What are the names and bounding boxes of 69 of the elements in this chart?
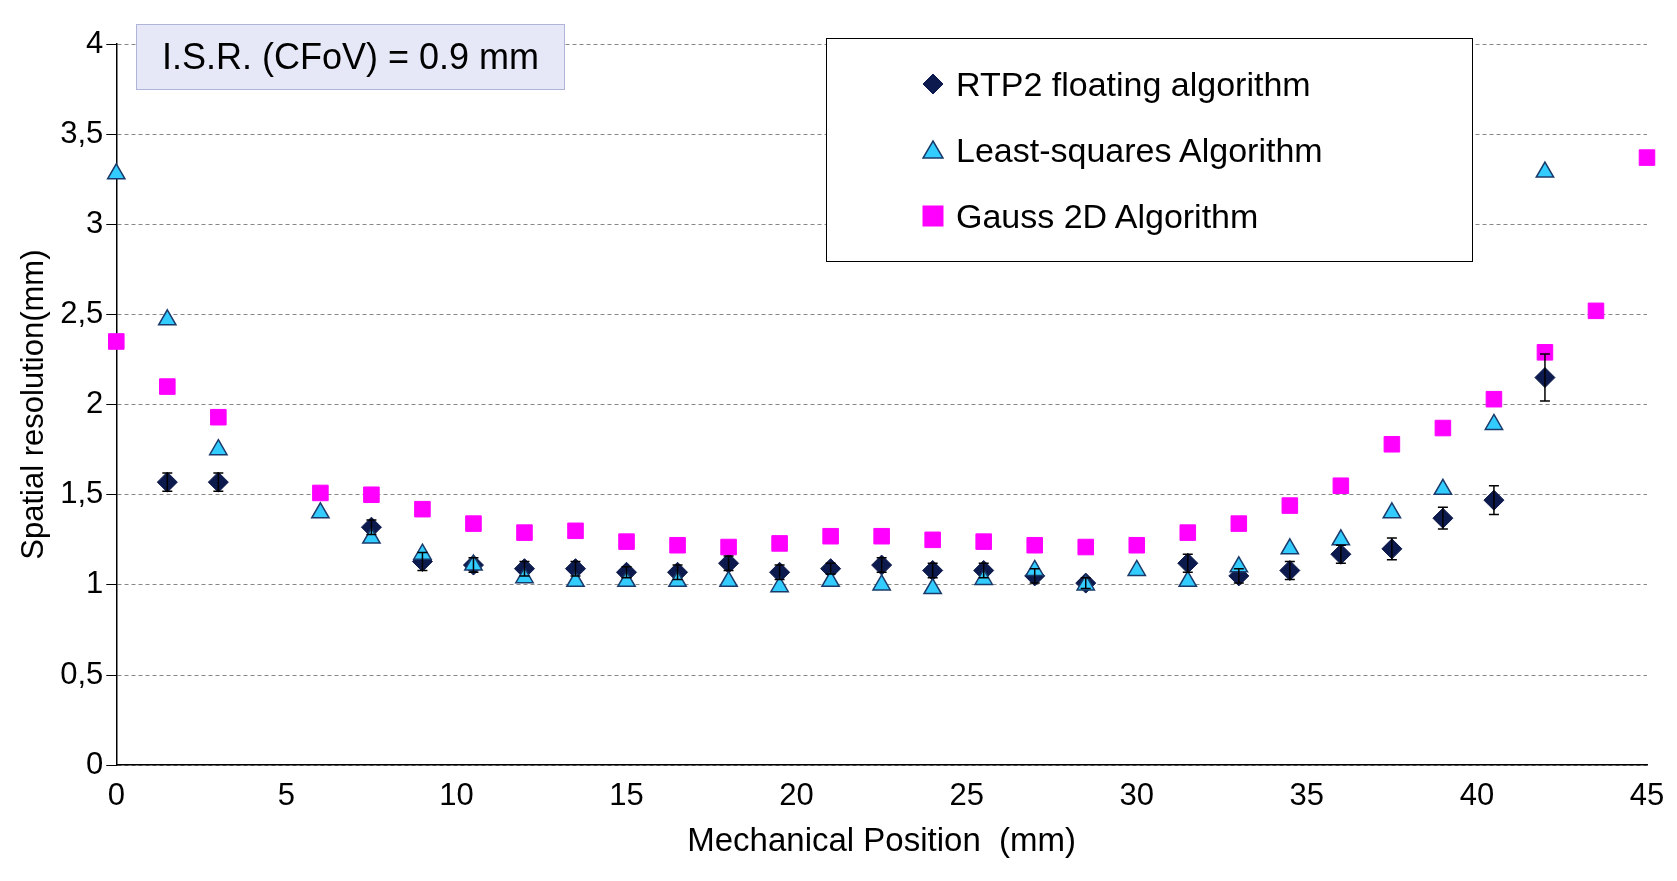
point [465, 515, 482, 532]
point [873, 527, 890, 545]
y-tick-label: 1,5 [60, 475, 104, 511]
y-tick-label: 0 [86, 745, 104, 781]
point [617, 570, 636, 588]
point [720, 538, 737, 556]
point [516, 524, 533, 541]
point [210, 408, 227, 426]
y-tick-label: 3,5 [60, 114, 104, 150]
point [414, 500, 431, 518]
x-tick-label: 35 [1289, 777, 1325, 813]
point [159, 378, 176, 395]
y-tick-label: 4 [86, 24, 104, 60]
point [1230, 515, 1248, 532]
legend-label: Gauss 2D Algorithm [956, 196, 1259, 236]
point [924, 531, 941, 549]
legend-label: RTP2 floating algorithm [956, 64, 1311, 104]
point [922, 559, 944, 581]
y-tick-label: 2 [86, 385, 104, 421]
point [1026, 536, 1043, 554]
x-tick-label: 10 [439, 777, 474, 813]
point [362, 527, 381, 544]
point [1434, 419, 1452, 437]
y-axis-title: Spatial resolution(mm) [15, 249, 51, 560]
x-tick-label: 45 [1629, 777, 1665, 813]
point [1383, 435, 1401, 453]
point [1433, 478, 1453, 496]
y-tick-label: 3 [86, 204, 104, 240]
point [872, 574, 892, 591]
point [771, 535, 788, 552]
point [1077, 538, 1095, 556]
point [567, 522, 584, 540]
point [1485, 390, 1503, 408]
point [719, 570, 738, 588]
point [1128, 536, 1146, 554]
point [871, 554, 893, 576]
x-tick-label: 30 [1119, 777, 1155, 813]
point [1332, 477, 1350, 495]
point [312, 484, 329, 502]
annotation: I.S.R. (CFoV) = 0.9 mm [136, 24, 566, 90]
y-tick-label: 0,5 [60, 655, 104, 691]
point [1281, 497, 1299, 514]
point [1280, 538, 1300, 555]
legend-label: Least-squares Algorithm [956, 130, 1323, 170]
x-axis-title: Mechanical Position (mm) [687, 821, 1077, 859]
point [310, 502, 330, 519]
point [975, 533, 992, 550]
point [618, 533, 635, 550]
point [923, 577, 943, 595]
x-tick-label: 25 [949, 777, 984, 813]
y-tick-label: 1 [86, 565, 104, 601]
point [1638, 149, 1656, 166]
x-tick-label: 15 [609, 777, 644, 813]
point [363, 486, 380, 504]
point [1382, 502, 1402, 519]
point [669, 536, 686, 554]
x-tick-label: 40 [1459, 777, 1495, 813]
point [770, 575, 790, 593]
point [1127, 559, 1147, 577]
point [822, 527, 839, 545]
x-tick-label: 20 [779, 777, 814, 813]
point [1587, 302, 1605, 320]
x-tick-label: 5 [277, 777, 295, 813]
point [108, 333, 125, 350]
point [1178, 570, 1198, 588]
point [821, 570, 841, 588]
y-tick-label: 2,5 [60, 295, 104, 330]
point [1331, 529, 1351, 546]
point [1179, 524, 1197, 541]
